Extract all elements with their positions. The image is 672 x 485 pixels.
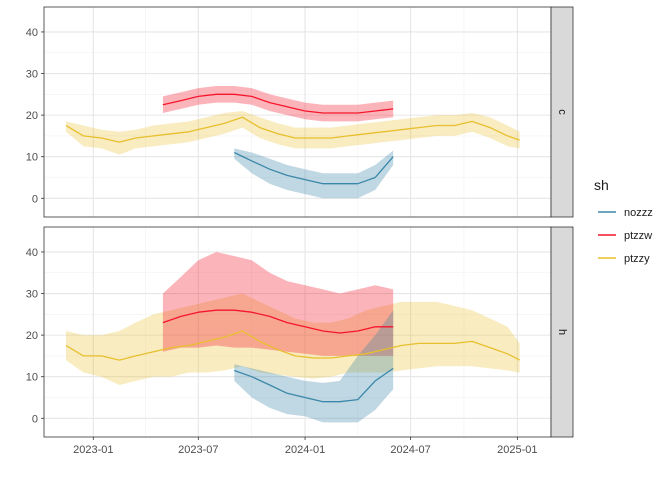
ribbon-nozzz (234, 148, 394, 199)
y-tick-label: 40 (26, 27, 38, 39)
facet-strip-label: h (556, 329, 568, 335)
panels-layer: 0 10 20 30 40 c 0 10 20 30 40 h (26, 6, 574, 438)
series-line-nozzz (234, 151, 394, 185)
x-tick-label: 2024-01 (285, 444, 325, 456)
y-tick-label: 30 (26, 289, 38, 301)
legend-item-ptzzw: ptzzw (598, 230, 652, 242)
legend: sh nozzz ptzzw ptzzy (594, 177, 653, 265)
x-tick-label: 2023-01 (73, 444, 113, 456)
legend-label: ptzzw (624, 230, 652, 242)
y-tick-label: 20 (26, 330, 38, 342)
y-tick-label: 30 (26, 69, 38, 81)
series-line-nozzz (234, 367, 394, 403)
series-line-ptzzw (162, 93, 394, 114)
y-tick-label: 40 (26, 247, 38, 259)
ribbon-nozzz (234, 310, 394, 423)
ribbon-ptzzw (162, 252, 394, 356)
facet-panel-h: 0 10 20 30 40 h (26, 226, 574, 438)
panel-background (44, 7, 551, 217)
x-tick-label: 2023-07 (178, 444, 218, 456)
x-tick-label: 2024-07 (390, 444, 430, 456)
y-tick-label: 10 (26, 372, 38, 384)
series-line-ptzzy (65, 330, 520, 361)
y-tick-label: 10 (26, 152, 38, 164)
legend-title: sh (594, 177, 609, 193)
y-tick-label: 20 (26, 110, 38, 122)
x-axis: 2023-01 2023-07 2024-01 2024-07 2025-01 (73, 437, 538, 456)
legend-label: ptzzy (624, 253, 650, 265)
series-line-ptzzy (65, 116, 520, 143)
facet-strip (550, 6, 574, 218)
legend-item-nozzz: nozzz (598, 207, 653, 219)
legend-item-ptzzy: ptzzy (598, 253, 650, 265)
panel-background (44, 227, 551, 437)
legend-label: nozzz (624, 207, 653, 219)
y-tick-label: 0 (32, 413, 38, 425)
facet-strip (550, 226, 574, 438)
ribbon-ptzzy (66, 111, 520, 155)
y-tick-label: 0 (32, 193, 38, 205)
series-line-ptzzw (162, 309, 394, 334)
x-tick-label: 2025-01 (497, 444, 537, 456)
facet-panel-c: 0 10 20 30 40 c (26, 6, 574, 218)
facet-strip-label: c (556, 109, 568, 115)
